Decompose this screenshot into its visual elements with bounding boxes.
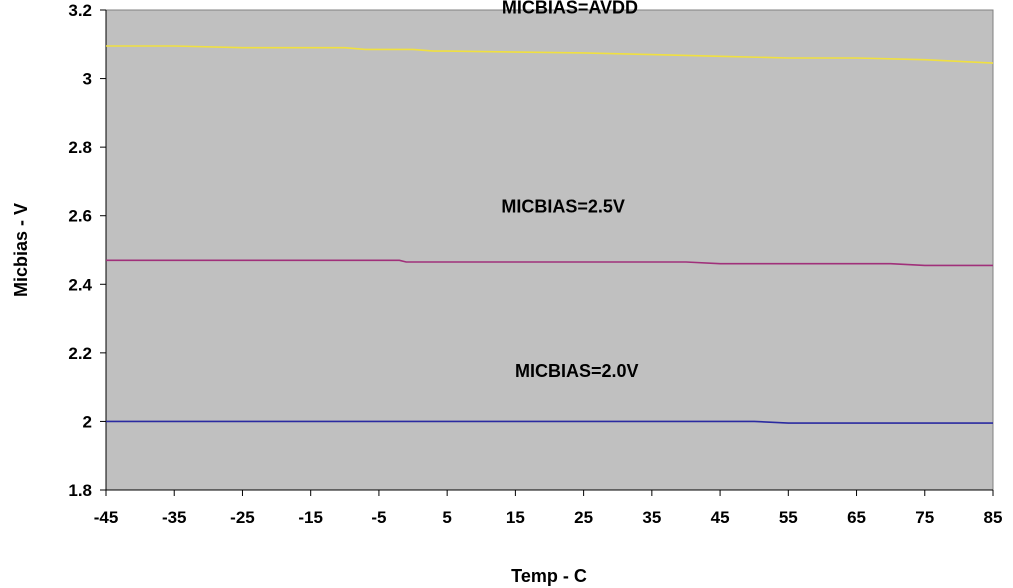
x-tick-label: -5 — [371, 508, 386, 527]
series-annotation: MICBIAS=2.0V — [515, 361, 639, 381]
y-axis-ticks: 1.8 2 2.2 2.4 2.6 2.8 3 3.2 — [68, 1, 106, 500]
y-tick-label: 2.2 — [68, 344, 92, 363]
x-axis-title: Temp - C — [511, 566, 587, 586]
y-tick-label: 1.8 — [68, 481, 92, 500]
x-tick-label: -25 — [230, 508, 255, 527]
series-line-2 — [106, 259, 993, 267]
y-tick-label: 2.4 — [68, 275, 92, 294]
x-tick-label: -45 — [94, 508, 119, 527]
x-tick-label: 5 — [442, 508, 451, 527]
x-tick-label: -15 — [298, 508, 323, 527]
x-tick-label: -35 — [162, 508, 187, 527]
y-tick-label: 2.6 — [68, 207, 92, 226]
x-tick-label: 55 — [779, 508, 798, 527]
series-annotation: MICBIAS=2.5V — [501, 196, 625, 216]
x-tick-label: 75 — [915, 508, 934, 527]
series-annotation: MICBIAS=AVDD — [502, 0, 638, 17]
x-tick-label: 25 — [574, 508, 593, 527]
plot-area — [105, 9, 994, 491]
series-annotations: MICBIAS=AVDD MICBIAS=2.5V MICBIAS=2.0V — [501, 0, 638, 381]
y-axis-title: Micbias - V — [11, 203, 31, 297]
x-axis-ticks: -45 -35 -25 -15 -5 5 15 25 35 45 55 65 75 85 — [94, 490, 1003, 527]
y-tick-label: 3 — [83, 70, 92, 89]
x-tick-label: 65 — [847, 508, 866, 527]
x-tick-label: 45 — [711, 508, 730, 527]
y-tick-label: 2 — [83, 412, 92, 431]
x-tick-label: 85 — [984, 508, 1003, 527]
x-tick-label: 35 — [642, 508, 661, 527]
series-line-3 — [106, 420, 993, 424]
series-lines — [106, 45, 994, 424]
y-tick-label: 2.8 — [68, 138, 92, 157]
series-line-1 — [106, 45, 994, 64]
x-tick-label: 15 — [506, 508, 525, 527]
y-tick-label: 3.2 — [68, 1, 92, 20]
